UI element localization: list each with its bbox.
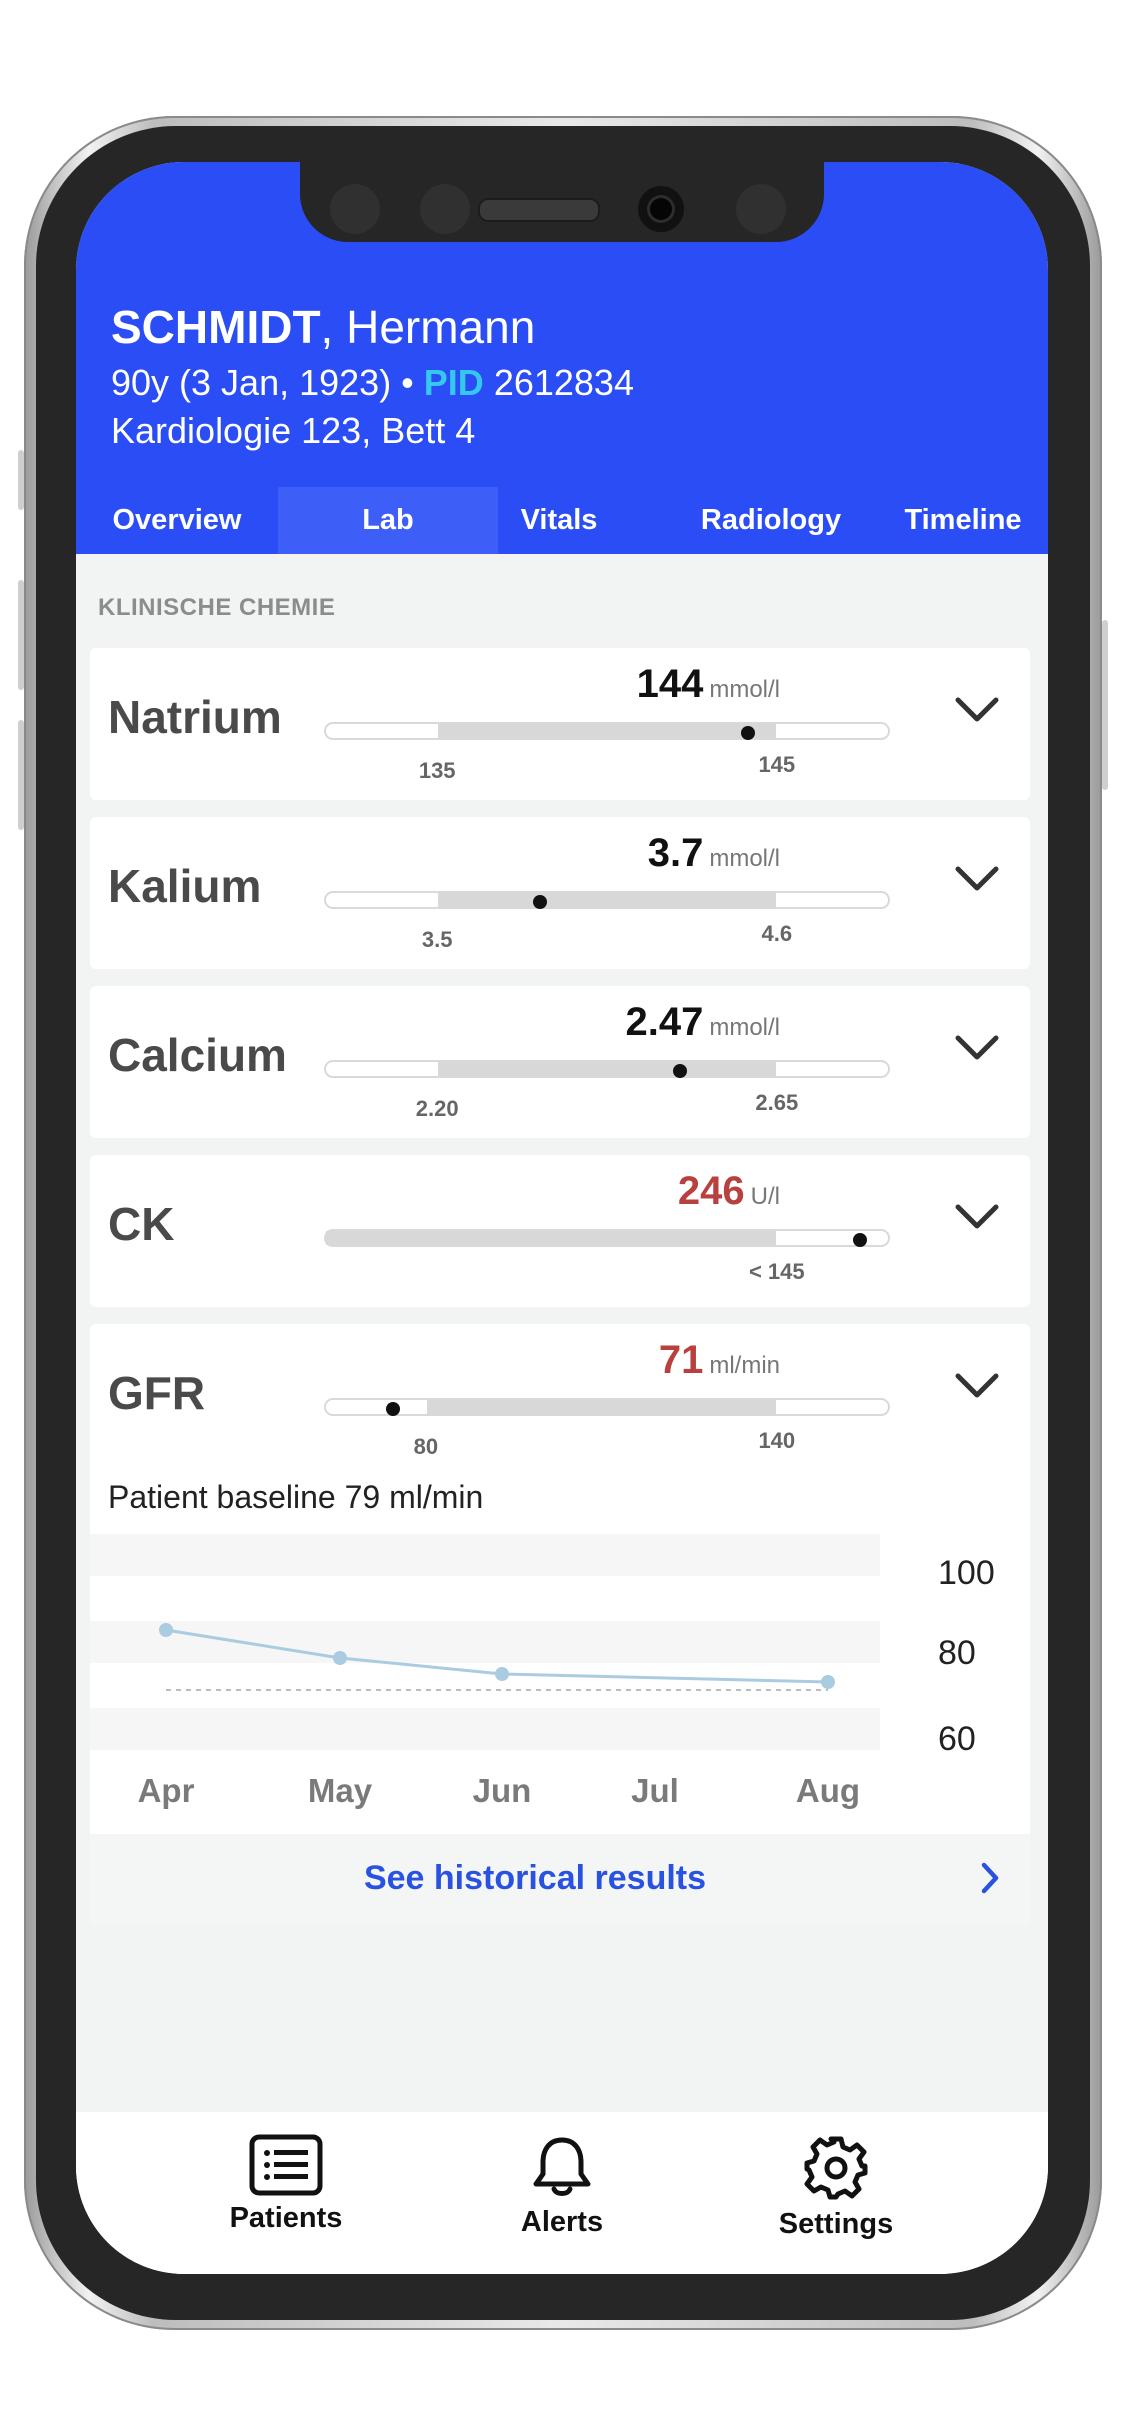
chevron-down-icon[interactable]	[954, 1372, 1000, 1400]
bottom-nav: Patients Alerts Settings	[76, 2112, 1048, 2274]
nav-alerts[interactable]: Alerts	[462, 2134, 662, 2239]
data-point	[495, 1667, 509, 1681]
camera-icon	[638, 186, 684, 232]
lab-card-natrium[interactable]: Natrium 144 mmol/l 135 145	[90, 648, 1030, 800]
value-marker	[386, 1402, 401, 1416]
range-high-label: < 145	[748, 1259, 805, 1284]
chevron-down-icon[interactable]	[954, 696, 1000, 724]
side-button-mute	[18, 450, 24, 510]
range-low-label: 3.5	[421, 927, 453, 952]
range-low-label: 80	[413, 1434, 439, 1459]
lab-card-kalium[interactable]: Kalium 3.7 mmol/l 3.5 4.6	[90, 817, 1030, 969]
lab-card-calcium[interactable]: Calcium 2.47 mmol/l 2.20 2.65	[90, 986, 1030, 1138]
tab-bar: Overview Lab Vitals Radiology Timeline	[76, 487, 1048, 554]
lab-unit: mmol/l	[709, 845, 780, 872]
reference-range-bar	[324, 1060, 890, 1078]
side-button-volume-up	[18, 580, 24, 690]
y-tick-label: 60	[938, 1720, 976, 1758]
chevron-down-icon[interactable]	[954, 1034, 1000, 1062]
chevron-down-icon[interactable]	[954, 865, 1000, 893]
lab-name: Natrium	[108, 691, 282, 743]
lab-card-ck[interactable]: CK 246 U/l < 145	[90, 1155, 1030, 1307]
lab-value: 246	[677, 1169, 745, 1213]
pid-value: 2612834	[483, 362, 634, 403]
lab-unit: mmol/l	[709, 1014, 780, 1041]
tab-radiology[interactable]: Radiology	[700, 504, 842, 536]
lab-value: 2.47	[625, 1000, 704, 1044]
lab-value: 3.7	[647, 831, 704, 875]
lab-name: CK	[108, 1198, 175, 1250]
range-high-label: 140	[758, 1428, 796, 1453]
lab-name: GFR	[108, 1367, 206, 1419]
value-marker	[852, 1233, 867, 1247]
tab-lab[interactable]: Lab	[278, 487, 498, 554]
section-title: KLINISCHE CHEMIE	[98, 594, 336, 621]
x-tick-label: Aug	[795, 1772, 861, 1809]
nav-label: Patients	[229, 2202, 343, 2234]
range-low-label: 2.20	[415, 1096, 459, 1121]
y-tick-label: 100	[938, 1554, 995, 1592]
reference-range-bar	[324, 1229, 890, 1247]
baseline-text: Patient baseline 79 ml/min	[108, 1479, 484, 1515]
x-tick-label: Jul	[631, 1772, 679, 1809]
reference-range-bar	[324, 891, 890, 909]
series-line	[165, 1628, 829, 1684]
x-tick-label: Jun	[472, 1772, 532, 1809]
see-historical-results-button[interactable]: See historical results	[90, 1834, 1030, 1924]
data-point	[333, 1651, 347, 1665]
lab-unit: U/l	[750, 1183, 780, 1210]
nav-label: Alerts	[520, 2206, 604, 2238]
x-tick-label: May	[307, 1772, 373, 1809]
side-button-power	[1102, 620, 1108, 790]
gfr-trend-chart: 100 80 60	[90, 1534, 1030, 1779]
value-marker	[532, 895, 547, 909]
patient-demographics: 90y (3 Jan, 1923) • PID 2612834	[111, 362, 634, 403]
nav-patients[interactable]: Patients	[186, 2134, 386, 2235]
lab-value: 71	[658, 1338, 704, 1382]
chevron-right-icon	[981, 1862, 999, 1894]
tab-timeline[interactable]: Timeline	[904, 504, 1022, 536]
phone-notch	[300, 162, 824, 242]
range-high-label: 2.65	[755, 1090, 799, 1115]
bell-icon	[533, 2137, 591, 2196]
lab-name: Calcium	[108, 1029, 287, 1081]
nav-label: Settings	[778, 2208, 894, 2240]
reference-range-bar	[324, 1398, 890, 1416]
gear-icon	[804, 2136, 868, 2200]
patient-name: SCHMIDT, Hermann	[111, 301, 536, 353]
side-button-volume-down	[18, 720, 24, 830]
patient-header: SCHMIDT, Hermann 90y (3 Jan, 1923) • PID…	[76, 162, 1048, 554]
range-high-label: 145	[758, 752, 796, 777]
data-point	[821, 1675, 835, 1689]
tab-vitals[interactable]: Vitals	[520, 504, 598, 536]
lab-unit: ml/min	[709, 1352, 780, 1379]
range-high-label: 4.6	[761, 921, 793, 946]
chevron-down-icon[interactable]	[954, 1203, 1000, 1231]
lab-unit: mmol/l	[709, 676, 780, 703]
lab-card-gfr[interactable]: GFR 71 ml/min 80 140 Patient baseline 79 …	[90, 1324, 1030, 1924]
value-marker	[673, 1064, 688, 1078]
lab-name: Kalium	[108, 860, 262, 912]
pid-label: PID	[423, 362, 484, 403]
reference-range-bar	[324, 722, 890, 740]
list-icon	[249, 2134, 323, 2196]
tab-overview[interactable]: Overview	[112, 504, 242, 536]
x-tick-label: Apr	[137, 1772, 195, 1809]
value-marker	[740, 726, 755, 740]
history-link-label: See historical results	[363, 1859, 707, 1897]
nav-settings[interactable]: Settings	[736, 2134, 936, 2241]
patient-location: Kardiologie 123, Bett 4	[111, 410, 476, 451]
lab-value: 144	[636, 662, 704, 706]
trend-plot	[90, 1534, 880, 1750]
app-screen: SCHMIDT, Hermann 90y (3 Jan, 1923) • PID…	[76, 162, 1048, 2274]
data-point	[159, 1623, 173, 1637]
y-tick-label: 80	[938, 1634, 976, 1672]
range-low-label: 135	[418, 758, 456, 783]
